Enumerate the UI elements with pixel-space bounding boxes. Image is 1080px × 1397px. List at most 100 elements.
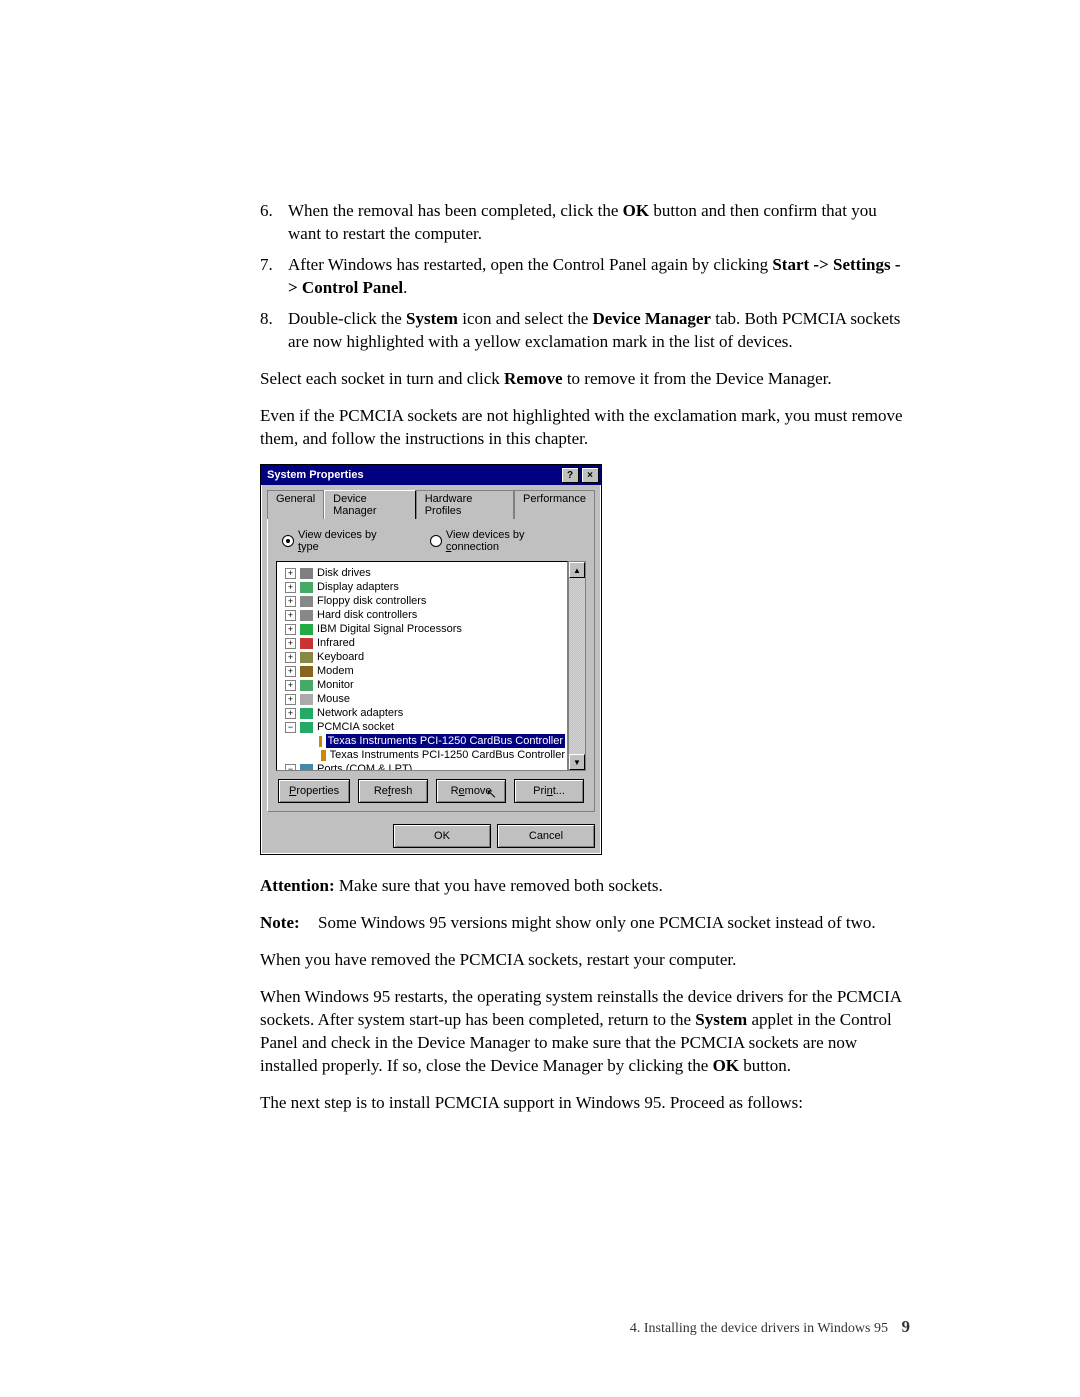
expand-box-icon[interactable]: + bbox=[285, 652, 296, 663]
tree-node[interactable]: + Floppy disk controllers bbox=[279, 594, 565, 608]
cursor-icon: ↖ bbox=[486, 786, 497, 802]
device-tree-container: + Disk drives + Display adapters + Floppy dis… bbox=[276, 561, 586, 771]
tree-node-label: Display adapters bbox=[317, 580, 399, 594]
radio-by-type[interactable]: View devices by type bbox=[282, 529, 400, 553]
system-properties-dialog: System Properties ? × General Device Man… bbox=[260, 464, 602, 855]
tree-node[interactable]: + Infrared bbox=[279, 636, 565, 650]
tree-node-label: IBM Digital Signal Processors bbox=[317, 622, 462, 636]
expand-box-icon[interactable]: + bbox=[285, 624, 296, 635]
tree-node-label: Texas Instruments PCI-1250 CardBus Contr… bbox=[326, 734, 565, 748]
tree-node[interactable]: + IBM Digital Signal Processors bbox=[279, 622, 565, 636]
radio-dot-icon bbox=[430, 535, 442, 547]
scroll-down-button[interactable]: ▼ bbox=[569, 754, 585, 770]
tab-hardware-profiles[interactable]: Hardware Profiles bbox=[416, 490, 514, 519]
step-7: 7. After Windows has restarted, open the… bbox=[260, 254, 910, 300]
dialog-title: System Properties bbox=[267, 469, 364, 481]
tree-node[interactable]: − Ports (COM & LPT) bbox=[279, 762, 565, 771]
expand-box-icon[interactable]: + bbox=[285, 568, 296, 579]
mod-icon bbox=[300, 666, 313, 677]
paragraph-restart: When you have removed the PCMCIA sockets… bbox=[260, 949, 910, 972]
hdc-icon bbox=[300, 610, 313, 621]
tab-general[interactable]: General bbox=[267, 490, 324, 519]
scrollbar[interactable]: ▲ ▼ bbox=[568, 561, 586, 771]
cancel-button[interactable]: Cancel bbox=[497, 824, 595, 848]
tree-node[interactable]: + Monitor bbox=[279, 678, 565, 692]
chip-icon bbox=[300, 624, 313, 635]
titlebar: System Properties ? × bbox=[261, 465, 601, 485]
radio-by-connection[interactable]: View devices by connection bbox=[430, 529, 580, 553]
tree-node[interactable]: + Display adapters bbox=[279, 580, 565, 594]
disk-icon bbox=[300, 568, 313, 579]
ok-button[interactable]: OK bbox=[393, 824, 491, 848]
tree-node[interactable]: − PCMCIA socket bbox=[279, 720, 565, 734]
tab-device-manager[interactable]: Device Manager bbox=[324, 490, 416, 519]
tree-node-label: Infrared bbox=[317, 636, 355, 650]
step-8: 8. Double-click the System icon and sele… bbox=[260, 308, 910, 354]
tree-node[interactable]: Texas Instruments PCI-1250 CardBus Contr… bbox=[279, 748, 565, 762]
step-6: 6. When the removal has been completed, … bbox=[260, 200, 910, 246]
help-button[interactable]: ? bbox=[561, 467, 579, 483]
expand-box-icon[interactable]: − bbox=[285, 764, 296, 772]
paragraph-even-if: Even if the PCMCIA sockets are not highl… bbox=[260, 405, 910, 451]
page: 6. When the removal has been completed, … bbox=[0, 0, 1080, 1397]
scroll-up-button[interactable]: ▲ bbox=[569, 562, 585, 578]
tab-performance[interactable]: Performance bbox=[514, 490, 595, 519]
tree-node-label: Hard disk controllers bbox=[317, 608, 417, 622]
refresh-button[interactable]: Refresh bbox=[358, 779, 428, 803]
tree-node-label: Floppy disk controllers bbox=[317, 594, 426, 608]
tree-node[interactable]: + Mouse bbox=[279, 692, 565, 706]
mon-icon bbox=[300, 582, 313, 593]
step-text: After Windows has restarted, open the Co… bbox=[288, 254, 910, 300]
pcm-icon bbox=[300, 722, 313, 733]
tree-node-label: Ports (COM & LPT) bbox=[317, 762, 412, 771]
step-number: 6. bbox=[260, 200, 288, 246]
step-text: Double-click the System icon and select … bbox=[288, 308, 910, 354]
panel-buttons: Properties Refresh Remove ↖ Print... bbox=[276, 779, 586, 803]
expand-box-icon[interactable]: + bbox=[285, 596, 296, 607]
expand-box-icon[interactable]: + bbox=[285, 582, 296, 593]
tree-node-label: Texas Instruments PCI-1250 CardBus Contr… bbox=[330, 748, 565, 762]
tree-node-label: PCMCIA socket bbox=[317, 720, 394, 734]
tree-node[interactable]: + Modem bbox=[279, 664, 565, 678]
ir-icon bbox=[300, 638, 313, 649]
properties-button[interactable]: Properties bbox=[278, 779, 350, 803]
note-text: Some Windows 95 versions might show only… bbox=[318, 912, 876, 935]
ms-icon bbox=[300, 694, 313, 705]
tree-node[interactable]: Texas Instruments PCI-1250 CardBus Contr… bbox=[279, 734, 565, 748]
chapter-title: 4. Installing the device drivers in Wind… bbox=[630, 1321, 888, 1336]
expand-box-icon[interactable]: + bbox=[285, 680, 296, 691]
tree-node[interactable]: + Disk drives bbox=[279, 566, 565, 580]
print-button[interactable]: Print... bbox=[514, 779, 584, 803]
paragraph-next-step: The next step is to install PCMCIA suppo… bbox=[260, 1092, 910, 1115]
expand-box-icon[interactable]: + bbox=[285, 610, 296, 621]
expand-box-icon[interactable]: + bbox=[285, 666, 296, 677]
expand-box-icon[interactable]: + bbox=[285, 694, 296, 705]
tree-node-label: Keyboard bbox=[317, 650, 364, 664]
dialog-footer: OK Cancel bbox=[261, 818, 601, 854]
expand-box-icon[interactable]: + bbox=[285, 638, 296, 649]
fdc-icon bbox=[300, 596, 313, 607]
step-number: 7. bbox=[260, 254, 288, 300]
tree-node[interactable]: + Keyboard bbox=[279, 650, 565, 664]
card-icon bbox=[319, 736, 322, 747]
close-button[interactable]: × bbox=[581, 467, 599, 483]
tree-node-label: Disk drives bbox=[317, 566, 371, 580]
tree-node-label: Monitor bbox=[317, 678, 354, 692]
page-footer: 4. Installing the device drivers in Wind… bbox=[630, 1317, 910, 1337]
tree-node[interactable]: + Hard disk controllers bbox=[279, 608, 565, 622]
card-icon bbox=[321, 750, 326, 761]
expand-box-icon[interactable]: − bbox=[285, 722, 296, 733]
tree-node-label: Mouse bbox=[317, 692, 350, 706]
note-block: Note: Some Windows 95 versions might sho… bbox=[260, 912, 910, 935]
step-number: 8. bbox=[260, 308, 288, 354]
paragraph-reinstall: When Windows 95 restarts, the operating … bbox=[260, 986, 910, 1078]
paragraph-select-remove: Select each socket in turn and click Rem… bbox=[260, 368, 910, 391]
tree-node[interactable]: +Network adapters bbox=[279, 706, 565, 720]
device-tree[interactable]: + Disk drives + Display adapters + Floppy dis… bbox=[276, 561, 568, 771]
tree-node-label: Modem bbox=[317, 664, 354, 678]
page-number: 9 bbox=[902, 1317, 911, 1336]
remove-button[interactable]: Remove ↖ bbox=[436, 779, 506, 803]
view-mode-radios: View devices by type View devices by con… bbox=[276, 529, 586, 561]
scroll-track[interactable] bbox=[569, 578, 585, 754]
expand-box-icon[interactable]: + bbox=[285, 708, 296, 719]
